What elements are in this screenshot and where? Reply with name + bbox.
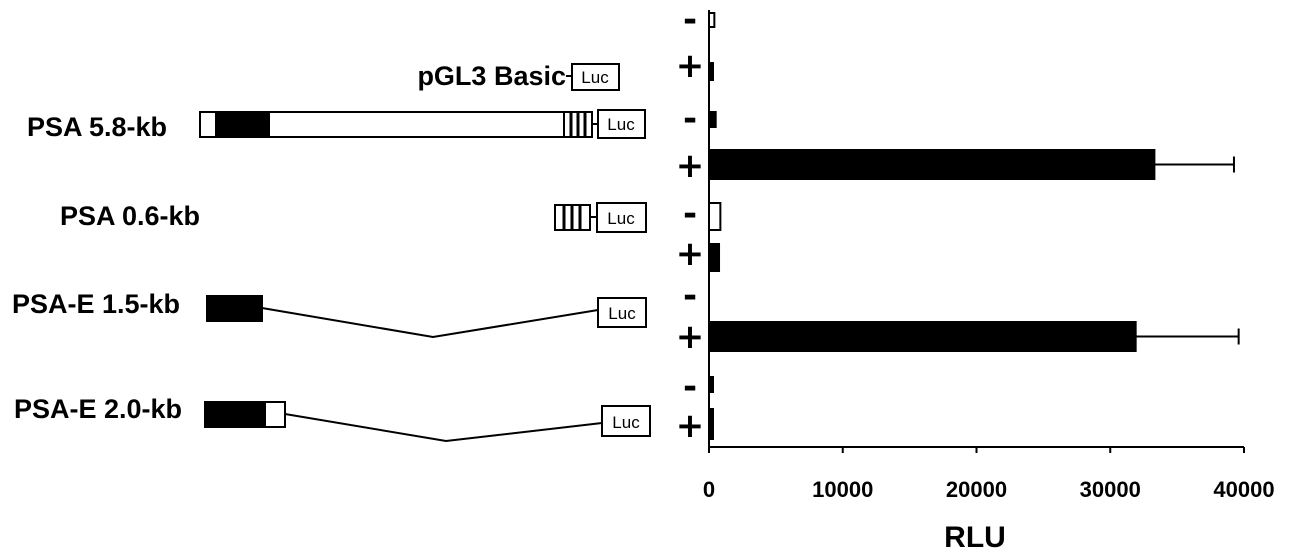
bar — [708, 12, 716, 28]
enhancer-region-filled — [206, 295, 263, 322]
upstream-region-open — [264, 401, 286, 428]
upstream-region-open — [268, 111, 565, 138]
treatment-minus-label: - — [683, 367, 697, 407]
luc-box — [571, 63, 620, 91]
promoter-region-open — [199, 111, 217, 138]
luc-box — [596, 202, 647, 233]
bar — [708, 321, 1137, 352]
x-tick-label: 0 — [703, 477, 715, 502]
x-tick-label: 20000 — [946, 477, 1007, 502]
construct-diagram-pgl3-basic: Luc — [566, 63, 620, 91]
treatment-plus-label: + — [676, 146, 705, 186]
construct-label-pgl3-basic: pGL3 Basic — [417, 61, 566, 91]
construct-diagram-psa-e-1-5kb: Luc — [206, 295, 647, 339]
construct-label-psa-e-2-0kb: PSA-E 2.0-kb — [14, 394, 182, 424]
bar — [708, 111, 717, 128]
deletion-line — [261, 307, 599, 339]
construct-label-psa-5-8kb: PSA 5.8-kb — [27, 112, 167, 142]
x-axis-ticks: 0 10000 20000 30000 40000 — [703, 447, 1275, 502]
treatment-plus-label: + — [676, 406, 705, 446]
treatment-plus-label: + — [676, 234, 705, 274]
luc-label: Luc — [581, 68, 609, 87]
treatment-plus-label: + — [676, 317, 705, 357]
construct-diagram-psa-e-2-0kb: Luc — [204, 401, 651, 443]
x-tick-label: 40000 — [1213, 477, 1274, 502]
luc-label: Luc — [612, 413, 640, 432]
luc-box — [597, 297, 647, 328]
deletion-line — [284, 413, 603, 443]
construct-diagram-psa-0-6kb: Luc — [554, 202, 647, 233]
bar — [708, 202, 722, 231]
construct-label-psa-e-1-5kb: PSA-E 1.5-kb — [12, 289, 180, 319]
luc-label: Luc — [607, 115, 635, 134]
luc-label: Luc — [608, 304, 636, 323]
treatment-minus-label: - — [683, 99, 697, 139]
bar — [708, 243, 721, 272]
bars-layer — [708, 12, 1240, 440]
x-tick-label: 10000 — [812, 477, 873, 502]
luc-box — [601, 405, 651, 437]
construct-diagram-psa-5-8kb: Luc — [199, 109, 646, 139]
construct-label-psa-0-6kb: PSA 0.6-kb — [60, 201, 200, 231]
x-tick-label: 30000 — [1080, 477, 1141, 502]
treatment-minus-label: - — [683, 0, 697, 40]
treatment-minus-label: - — [683, 276, 697, 316]
luc-box — [597, 109, 646, 139]
treatment-signs: - + - + - + - + - + — [676, 0, 705, 446]
treatment-plus-label: + — [676, 46, 705, 86]
enhancer-region-filled — [215, 111, 270, 138]
bar — [708, 62, 714, 81]
luc-label: Luc — [607, 209, 635, 228]
treatment-minus-label: - — [683, 194, 697, 234]
x-axis-title: RLU — [944, 521, 1006, 554]
bar — [708, 376, 714, 393]
bar — [708, 149, 1156, 180]
bar — [708, 408, 714, 440]
enhancer-region-filled — [204, 401, 266, 428]
